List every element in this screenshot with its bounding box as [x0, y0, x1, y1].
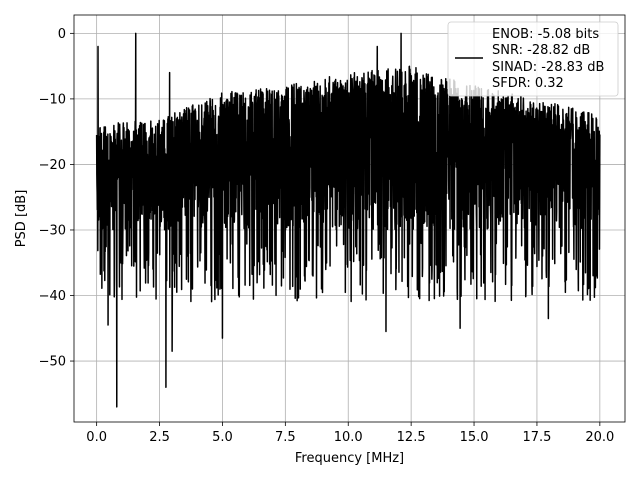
legend-entry-enob: ENOB: -5.08 bits	[492, 27, 599, 42]
series-layer	[95, 32, 601, 408]
x-tick-label: 17.5	[522, 430, 551, 445]
legend-box	[447, 21, 619, 97]
psd-series-line	[95, 32, 601, 408]
x-tick-label: 2.5	[149, 430, 170, 445]
x-tick-label: 0.0	[86, 430, 107, 445]
y-axis-label: PSD [dB]	[14, 190, 29, 248]
x-tick-label: 15.0	[460, 430, 489, 445]
legend-entry-snr: SNR: -28.82 dB	[492, 43, 590, 58]
y-tick-label: 0	[58, 27, 66, 42]
axis-ticks: 0.0 2.5 5.0 7.5 10.0 12.5 15.0 17.5 20.0 0 −10 −20 −…	[39, 27, 615, 445]
plot-frame	[73, 14, 626, 423]
y-tick-label: −30	[39, 223, 66, 238]
legend: ENOB: -5.08 bits SNR: -28.82 dB SINAD: -…	[447, 21, 619, 97]
legend-entry-sfdr: SFDR: 0.32	[492, 76, 564, 91]
x-tick-label: 12.5	[397, 430, 426, 445]
x-tick-label: 5.0	[212, 430, 233, 445]
y-tick-label: −20	[39, 158, 66, 173]
x-axis-label: Frequency [MHz]	[295, 451, 404, 466]
y-tick-label: −10	[39, 92, 66, 107]
y-tick-label: −40	[39, 289, 66, 304]
x-tick-label: 20.0	[585, 430, 614, 445]
legend-entry-sinad: SINAD: -28.83 dB	[492, 60, 604, 75]
y-tick-label: −50	[39, 355, 66, 370]
x-tick-label: 7.5	[275, 430, 296, 445]
x-tick-label: 10.0	[334, 430, 363, 445]
